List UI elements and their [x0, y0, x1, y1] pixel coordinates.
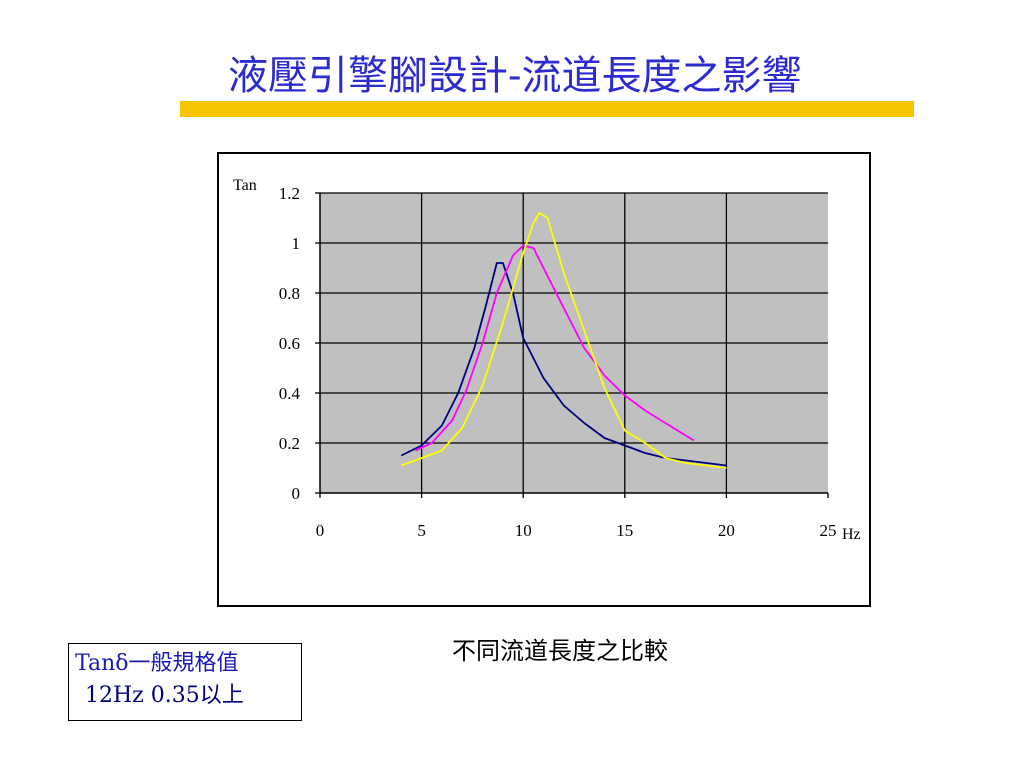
- x-tick-label: 25: [820, 521, 837, 540]
- x-tick-label: 0: [316, 521, 325, 540]
- y-tick-label: 0.6: [279, 334, 300, 353]
- x-axis-label: Hz: [842, 526, 861, 543]
- series-line-3: [400, 212, 727, 469]
- y-tick-label: 0.2: [279, 434, 300, 453]
- x-tick-label: 15: [616, 521, 633, 540]
- chart-svg: 0 0.2 0.4 0.6 0.8 1 1.2 0 5 10 15 20 25 Tan Hz: [233, 177, 861, 543]
- series-line-1: [400, 262, 727, 467]
- chart-frame: 0 0.2 0.4 0.6 0.8 1 1.2 0 5 10 15 20 25 Tan Hz: [217, 152, 871, 607]
- grid-lines: [320, 192, 828, 493]
- y-tick-label: 1: [292, 234, 301, 253]
- x-tick-label: 20: [718, 521, 735, 540]
- y-tick-label: 0: [292, 484, 301, 503]
- title-underline: [180, 101, 914, 117]
- x-tick-label: 5: [417, 521, 426, 540]
- axes: [315, 192, 829, 498]
- spec-note-line2: 12Hz 0.35以上: [85, 683, 244, 708]
- y-axis-label: Tan: [233, 177, 257, 194]
- series-lines: [400, 212, 727, 469]
- spec-note-line1: Tanδ一般規格值: [75, 651, 239, 676]
- tick-labels: 0 0.2 0.4 0.6 0.8 1 1.2 0 5 10 15 20 25: [279, 184, 837, 540]
- chart-caption: 不同流道長度之比較: [452, 637, 668, 665]
- slide-title: 液壓引擎腳設計-流道長度之影響: [228, 53, 802, 99]
- x-tick-label: 10: [515, 521, 532, 540]
- spec-note-box: Tanδ一般規格值 12Hz 0.35以上: [68, 643, 302, 721]
- y-tick-label: 1.2: [279, 184, 300, 203]
- series-line-2: [415, 244, 695, 452]
- y-tick-label: 0.8: [279, 284, 300, 303]
- y-tick-label: 0.4: [279, 384, 301, 403]
